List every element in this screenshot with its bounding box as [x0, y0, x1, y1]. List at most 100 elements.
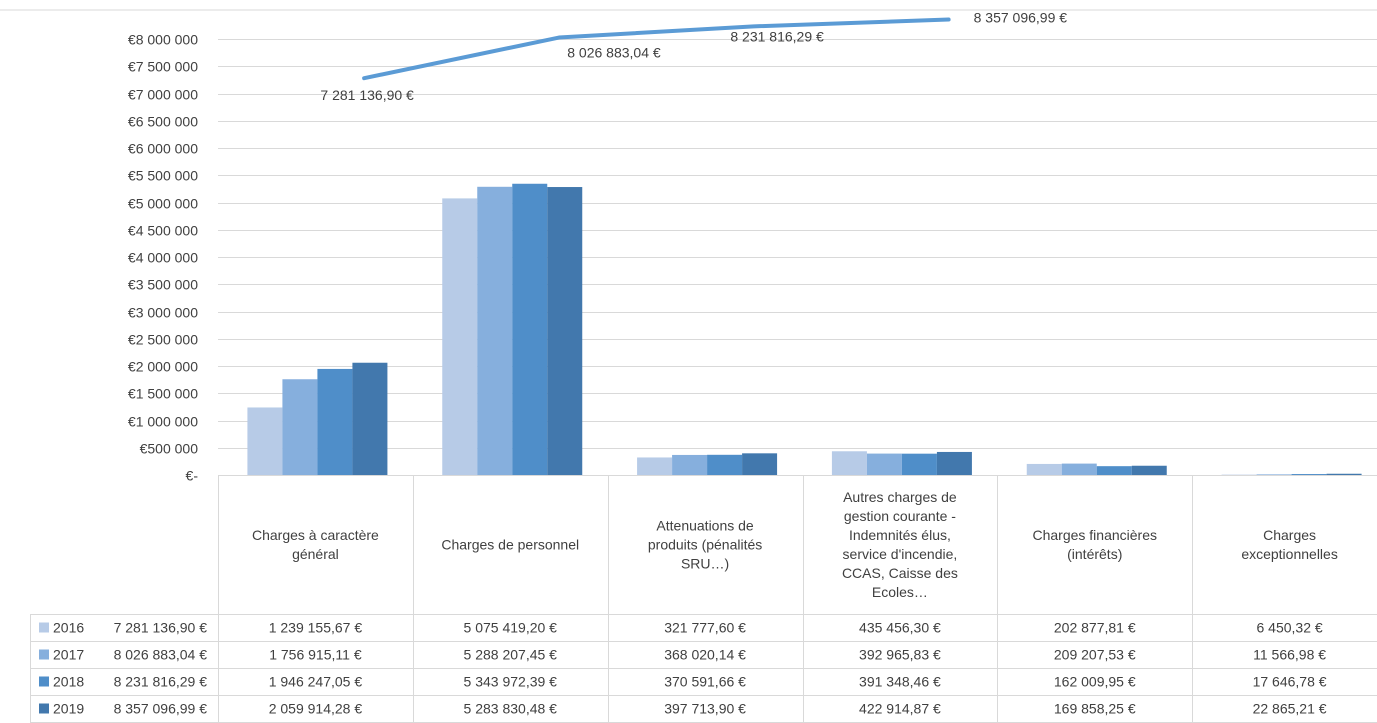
bar-2018-5: [1096, 466, 1132, 475]
table-cell-value: 5 283 830,48 €: [464, 701, 558, 717]
table-cell-value: 5 343 972,39 €: [464, 674, 558, 690]
table-cell-value: 5 288 207,45 €: [464, 647, 558, 663]
legend-series-name: 2019: [53, 701, 84, 717]
table-cell-value: 17 646,78 €: [1253, 674, 1327, 690]
category-label: Indemnités élus,: [849, 527, 951, 543]
category-label: produits (pénalités: [648, 537, 762, 553]
bar-2019-6: [1326, 473, 1362, 475]
legend-series-total: 8 026 883,04 €: [114, 647, 208, 663]
y-tick-label: €4 500 000: [128, 223, 198, 239]
line-data-label: 8 357 096,99 €: [974, 10, 1068, 26]
y-tick-label: €-: [186, 468, 199, 484]
y-tick-label: €500 000: [140, 441, 199, 457]
legend-series-total: 8 231 816,29 €: [114, 674, 208, 690]
table-cell-value: 368 020,14 €: [664, 647, 746, 663]
bar-2018-2: [512, 183, 548, 475]
y-tick-label: €2 500 000: [128, 332, 198, 348]
y-tick-label: €5 000 000: [128, 196, 198, 212]
bar-2016-5: [1026, 463, 1062, 475]
category-label: exceptionnelles: [1241, 546, 1338, 562]
legend-swatch-2016: [39, 622, 49, 633]
table-cell-value: 321 777,60 €: [664, 620, 746, 636]
category-label: CCAS, Caisse des: [842, 565, 958, 581]
category-label: gestion courante -: [844, 508, 956, 524]
y-tick-label: €6 500 000: [128, 114, 198, 130]
bar-2018-6: [1291, 474, 1327, 475]
table-cell-value: 5 075 419,20 €: [464, 620, 558, 636]
table-cell-value: 202 877,81 €: [1054, 620, 1136, 636]
table-cell-value: 209 207,53 €: [1054, 647, 1136, 663]
table-cell-value: 6 450,32 €: [1256, 620, 1322, 636]
category-label: Attenuations de: [656, 518, 754, 534]
category-label: service d'incendie,: [843, 546, 958, 562]
table-cell-value: 391 348,46 €: [859, 674, 941, 690]
bar-2017-4: [866, 453, 902, 475]
y-tick-label: €4 000 000: [128, 250, 198, 266]
y-tick-label: €3 500 000: [128, 277, 198, 293]
data-table: Charges à caractère général Charges de per…: [30, 475, 1377, 723]
table-cell-value: 11 566,98 €: [1253, 647, 1326, 663]
category-label: SRU…): [681, 556, 729, 572]
legend-swatch-2017: [39, 649, 49, 660]
legend-series-total: 7 281 136,90 €: [114, 620, 208, 636]
table-cell-value: 1 946 247,05 €: [269, 674, 363, 690]
bar-2019-3: [742, 453, 778, 475]
legend-series-total: 8 357 096,99 €: [114, 701, 208, 717]
table-cell-value: 370 591,66 €: [664, 674, 746, 690]
bar-2017-6: [1256, 474, 1292, 475]
line-data-label: 7 281 136,90 €: [320, 87, 414, 103]
table-cell-value: 2 059 914,28 €: [269, 701, 363, 717]
gridlines: [0, 9, 1377, 476]
category-label: Charges financières: [1032, 527, 1157, 543]
bar-2019-4: [936, 451, 972, 475]
category-label: (intérêts): [1067, 546, 1122, 562]
y-tick-label: €1 500 000: [128, 386, 198, 402]
table-cell-value: 22 865,21 €: [1253, 701, 1327, 717]
bar-2017-3: [672, 454, 708, 475]
total-line: 7 281 136,90 € 8 026 883,04 € 8 231 816,29…: [320, 10, 1067, 104]
bar-2018-1: [317, 368, 353, 475]
legend-series-name: 2016: [53, 620, 84, 636]
bar-2016-3: [637, 457, 673, 475]
y-tick-label: €7 500 000: [128, 59, 198, 75]
y-axis-ticks: €- €500 000 €1 000 000 €1 500 000 €2 000 000…: [128, 32, 198, 484]
y-tick-label: €5 500 000: [128, 168, 198, 184]
y-tick-label: €1 000 000: [128, 414, 198, 430]
table-cell-value: 397 713,90 €: [664, 701, 746, 717]
y-tick-label: €8 000 000: [128, 32, 198, 48]
y-tick-label: €7 000 000: [128, 87, 198, 103]
table-cell-value: 162 009,95 €: [1054, 674, 1136, 690]
table-cell-value: 435 456,30 €: [859, 620, 941, 636]
category-label: Charges à caractère: [252, 527, 379, 543]
line-data-label: 8 026 883,04 €: [567, 45, 661, 61]
table-cell-value: 1 756 915,11 €: [269, 647, 362, 663]
legend-series-name: 2018: [53, 674, 84, 690]
bar-2016-4: [831, 451, 867, 475]
legend-series-name: 2017: [53, 647, 84, 663]
legend-swatch-2018: [39, 676, 49, 687]
bar-2019-5: [1131, 465, 1167, 475]
y-tick-label: €3 000 000: [128, 305, 198, 321]
bar-2019-2: [547, 187, 583, 475]
total-line-path: [362, 17, 951, 81]
bar-2016-2: [442, 198, 478, 475]
table-cell-value: 392 965,83 €: [859, 647, 941, 663]
bar-2017-2: [477, 186, 513, 475]
category-label: Ecoles…: [872, 584, 928, 600]
bar-2019-1: [352, 362, 388, 475]
bar-2018-3: [707, 454, 743, 475]
category-label: général: [292, 546, 339, 562]
bar-2017-1: [282, 379, 318, 475]
line-data-label: 8 231 816,29 €: [730, 28, 824, 44]
table-cell-value: 422 914,87 €: [859, 701, 941, 717]
table-cell-value: 169 858,25 €: [1054, 701, 1136, 717]
y-tick-label: €6 000 000: [128, 141, 198, 157]
category-label: Charges de personnel: [441, 537, 579, 553]
bar-2017-5: [1061, 463, 1097, 475]
bars: [247, 183, 1362, 475]
table-cell-value: 1 239 155,67 €: [269, 620, 363, 636]
legend-swatch-2019: [39, 703, 49, 714]
y-tick-label: €2 000 000: [128, 359, 198, 375]
category-label: Autres charges de: [843, 489, 957, 505]
